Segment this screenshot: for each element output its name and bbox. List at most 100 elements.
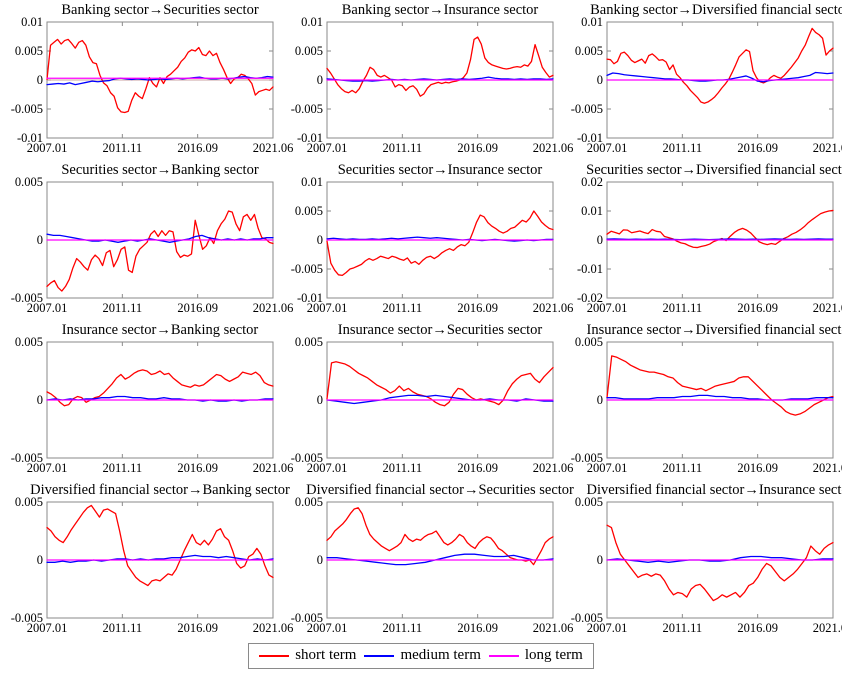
short-term-line: [46, 369, 274, 407]
y-tick-label: 0: [37, 73, 43, 87]
x-tick-label: 2011.11: [102, 461, 142, 475]
short-term-line-swatch: [259, 654, 290, 657]
x-tick-label: 2007.01: [307, 461, 348, 475]
subplot-title: Insurance sector→Banking sector: [62, 322, 259, 338]
plot-canvas: Banking sector→Securities sector 0.01 0.00…: [11, 2, 294, 155]
y-tick-label: 0.01: [21, 15, 43, 29]
y-tick-label: 0: [597, 553, 603, 567]
y-tick-label: -0.01: [297, 131, 323, 145]
y-tick-label: 0.005: [295, 204, 323, 218]
subplot-securities-sector-banking-sector: Securities sector→Banking sector 0.005 0 -0…: [1, 160, 294, 320]
medium-term-line: [326, 394, 554, 405]
medium-term-line: [46, 554, 274, 563]
x-tick-label: 2007.01: [587, 301, 628, 315]
x-tick-label: 2016.09: [177, 301, 218, 315]
y-tick-label: -0.005: [571, 611, 603, 625]
plot-canvas: Banking sector→Diversified financial sec…: [571, 2, 842, 155]
subplot-insurance-sector-securities-sector: Insurance sector→Securities sector 0.005 0…: [281, 320, 574, 480]
x-tick-label: 2007.01: [27, 461, 68, 475]
x-tick-label: 2021.06: [533, 141, 574, 155]
short-term-line: [326, 361, 554, 407]
y-tick-label: 0: [317, 233, 323, 247]
subplot-title: Diversified financial sector→Insurance s…: [587, 482, 842, 498]
y-tick-label: -0.01: [577, 131, 603, 145]
legend-row: short term medium term long term: [0, 643, 842, 669]
subplot-title: Securities sector→Insurance sector: [338, 162, 543, 178]
x-tick-label: 2021.06: [253, 461, 294, 475]
plot-canvas: Insurance sector→Banking sector 0.005 0 -0.…: [11, 322, 294, 475]
short-term-line: [46, 504, 274, 587]
y-tick-label: -0.005: [291, 611, 323, 625]
x-tick-label: 2021.06: [533, 301, 574, 315]
medium-term-line: [326, 553, 554, 566]
y-tick-label: -0.005: [11, 451, 43, 465]
medium-term-line: [606, 394, 834, 401]
x-tick-label: 2016.09: [457, 301, 498, 315]
medium-term-line-swatch: [364, 654, 395, 657]
legend-item-medium-term: medium term: [356, 647, 481, 664]
y-tick-label: -0.005: [11, 102, 43, 116]
y-tick-label: -0.005: [291, 451, 323, 465]
x-tick-label: 2021.06: [813, 301, 842, 315]
short-term-line: [606, 209, 834, 249]
x-tick-label: 2011.11: [662, 301, 702, 315]
y-tick-label: -0.005: [291, 102, 323, 116]
subplot-title: Diversified financial sector→Securities …: [306, 482, 574, 498]
subplot-title: Insurance sector→Diversified financial s…: [587, 322, 842, 338]
x-tick-label: 2011.11: [382, 621, 422, 635]
x-tick-label: 2011.11: [382, 301, 422, 315]
y-tick-label: 0.005: [575, 335, 603, 349]
subplot-title: Diversified financial sector→Banking sec…: [30, 482, 290, 498]
y-tick-label: 0: [317, 553, 323, 567]
y-tick-label: 0.005: [295, 44, 323, 58]
y-tick-label: 0.005: [15, 44, 43, 58]
medium-term-line: [46, 233, 274, 243]
y-tick-label: 0.005: [575, 495, 603, 509]
legend: short term medium term long term: [248, 643, 594, 669]
x-tick-label: 2016.09: [177, 461, 218, 475]
short-term-line: [606, 27, 834, 104]
plot-canvas: Diversified financial sector→Banking sec…: [11, 482, 294, 635]
y-tick-label: 0.01: [581, 15, 603, 29]
subplot-title: Insurance sector→Securities sector: [338, 322, 543, 338]
subplot-banking-sector-securities-sector: Banking sector→Securities sector 0.01 0.00…: [1, 0, 294, 160]
subplot-diversified-financial-sector-securities-sector: Diversified financial sector→Securities …: [281, 480, 574, 640]
x-tick-label: 2007.01: [27, 301, 68, 315]
x-tick-label: 2021.06: [533, 621, 574, 635]
x-tick-label: 2016.09: [737, 301, 778, 315]
y-tick-label: 0.01: [301, 15, 323, 29]
y-tick-label: 0: [37, 233, 43, 247]
x-tick-label: 2021.06: [253, 141, 294, 155]
plot-canvas: Diversified financial sector→Insurance s…: [571, 482, 842, 635]
y-tick-label: 0.02: [581, 175, 603, 189]
y-tick-label: -0.01: [297, 291, 323, 305]
x-tick-label: 2007.01: [27, 621, 68, 635]
x-tick-label: 2011.11: [382, 141, 422, 155]
medium-term-line: [606, 555, 834, 563]
short-term-line: [46, 38, 274, 114]
subplot-insurance-sector-banking-sector: Insurance sector→Banking sector 0.005 0 -0.…: [1, 320, 294, 480]
subplot-securities-sector-diversified-financial-sector: Securities sector→Diversified financial …: [561, 160, 842, 320]
x-tick-label: 2011.11: [662, 621, 702, 635]
y-tick-label: -0.005: [11, 611, 43, 625]
plot-canvas: Insurance sector→Diversified financial s…: [571, 322, 842, 475]
y-tick-label: 0.005: [15, 335, 43, 349]
x-tick-label: 2021.06: [813, 141, 842, 155]
x-tick-label: 2007.01: [307, 301, 348, 315]
y-tick-label: 0.005: [575, 44, 603, 58]
x-tick-label: 2011.11: [102, 301, 142, 315]
short-term-line: [606, 524, 834, 602]
x-tick-label: 2021.06: [533, 461, 574, 475]
y-tick-label: -0.01: [17, 131, 43, 145]
short-term-line: [326, 507, 554, 566]
short-term-line: [46, 210, 274, 292]
subplot-title: Banking sector→Securities sector: [61, 2, 258, 18]
y-tick-label: -0.005: [11, 291, 43, 305]
x-tick-label: 2011.11: [662, 141, 702, 155]
legend-item-short-term: short term: [259, 647, 356, 664]
legend-item-long-term: long term: [481, 647, 583, 664]
subplot-title: Securities sector→Banking sector: [61, 162, 258, 178]
subplot-banking-sector-insurance-sector: Banking sector→Insurance sector 0.01 0.005…: [281, 0, 574, 160]
long-term-line-swatch: [488, 654, 519, 657]
